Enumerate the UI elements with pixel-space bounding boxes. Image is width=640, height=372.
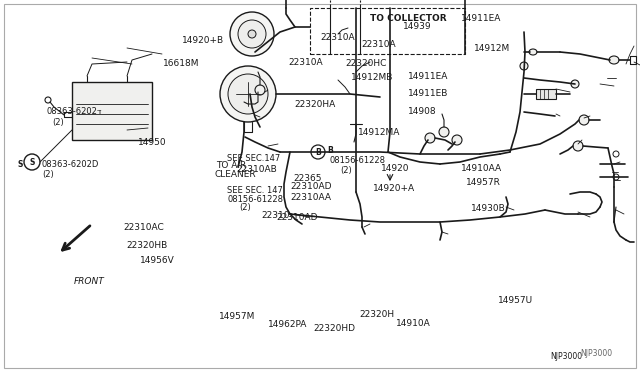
Text: 14920+A: 14920+A [373,185,415,193]
Text: 22320H: 22320H [360,310,395,319]
Text: NJP3000: NJP3000 [550,352,582,361]
Text: 14920+B: 14920+B [182,36,225,45]
Circle shape [520,62,528,70]
Text: 14910AA: 14910AA [461,164,502,173]
Text: 08363-6202D: 08363-6202D [42,160,99,169]
Circle shape [579,115,589,125]
Text: 14957M: 14957M [219,312,255,321]
Text: 08363-6202ד: 08363-6202ד [46,107,102,116]
Text: SEE SEC.147: SEE SEC.147 [227,154,280,163]
Circle shape [228,74,268,114]
Text: 14957U: 14957U [498,296,533,305]
Text: B: B [315,148,321,157]
Text: 22310AA: 22310AA [291,193,332,202]
Circle shape [255,85,265,95]
Text: 22310AD: 22310AD [291,182,332,191]
Text: TO COLLECTOR: TO COLLECTOR [370,14,447,23]
Text: 08156-61228: 08156-61228 [228,195,284,203]
Bar [310,8,465,54]
Bar [72,82,152,140]
Text: FRONT: FRONT [74,278,104,286]
Text: B: B [327,145,333,154]
Text: 14908: 14908 [408,107,437,116]
Ellipse shape [529,49,537,55]
Circle shape [230,12,274,56]
Text: 14962PA: 14962PA [268,320,307,329]
Circle shape [425,133,435,143]
Circle shape [452,135,462,145]
Text: 22310AD: 22310AD [276,213,318,222]
Circle shape [439,127,449,137]
Text: 22365: 22365 [293,174,322,183]
Text: 22320HB: 22320HB [127,241,168,250]
Circle shape [571,80,579,88]
Text: 22320HD: 22320HD [314,324,356,333]
Circle shape [238,20,266,48]
Text: 22310A: 22310A [320,33,355,42]
Text: TO AIR: TO AIR [216,161,246,170]
Ellipse shape [609,56,619,64]
Bar [536,89,556,99]
Text: 22310A: 22310A [288,58,323,67]
Text: 14939: 14939 [403,22,432,31]
Text: 22310AB: 22310AB [237,165,278,174]
Text: S: S [17,160,22,169]
Text: 14930B: 14930B [471,204,506,213]
Text: 08156-61228: 08156-61228 [330,155,386,164]
Text: 14912MB: 14912MB [351,73,393,81]
Text: CLEANER: CLEANER [214,170,256,179]
Text: S: S [29,157,35,167]
Text: 14956V: 14956V [140,256,174,265]
Text: 14911EA: 14911EA [461,14,501,23]
Circle shape [573,141,583,151]
Text: 22310: 22310 [261,211,290,220]
Text: 14911EB: 14911EB [408,89,449,98]
Text: 22310A: 22310A [362,40,396,49]
Text: (2): (2) [42,170,54,179]
Text: (2): (2) [239,203,251,212]
Text: 22320HC: 22320HC [346,59,387,68]
Text: 14957R: 14957R [466,178,500,187]
Text: 14920: 14920 [381,164,410,173]
Text: 22320HA: 22320HA [294,100,335,109]
Text: 22310AC: 22310AC [123,223,164,232]
Circle shape [220,66,276,122]
Text: 14912M: 14912M [474,44,510,53]
Text: (2): (2) [52,118,64,126]
Text: 14910A: 14910A [396,319,430,328]
Text: 14950: 14950 [138,138,166,147]
Circle shape [248,30,256,38]
Text: 16618M: 16618M [163,59,200,68]
Text: 14912MA: 14912MA [358,128,401,137]
Text: NJP3000: NJP3000 [580,350,612,359]
Text: SEE SEC. 147: SEE SEC. 147 [227,186,283,195]
Text: 14911EA: 14911EA [408,72,449,81]
Text: (2): (2) [340,166,352,174]
